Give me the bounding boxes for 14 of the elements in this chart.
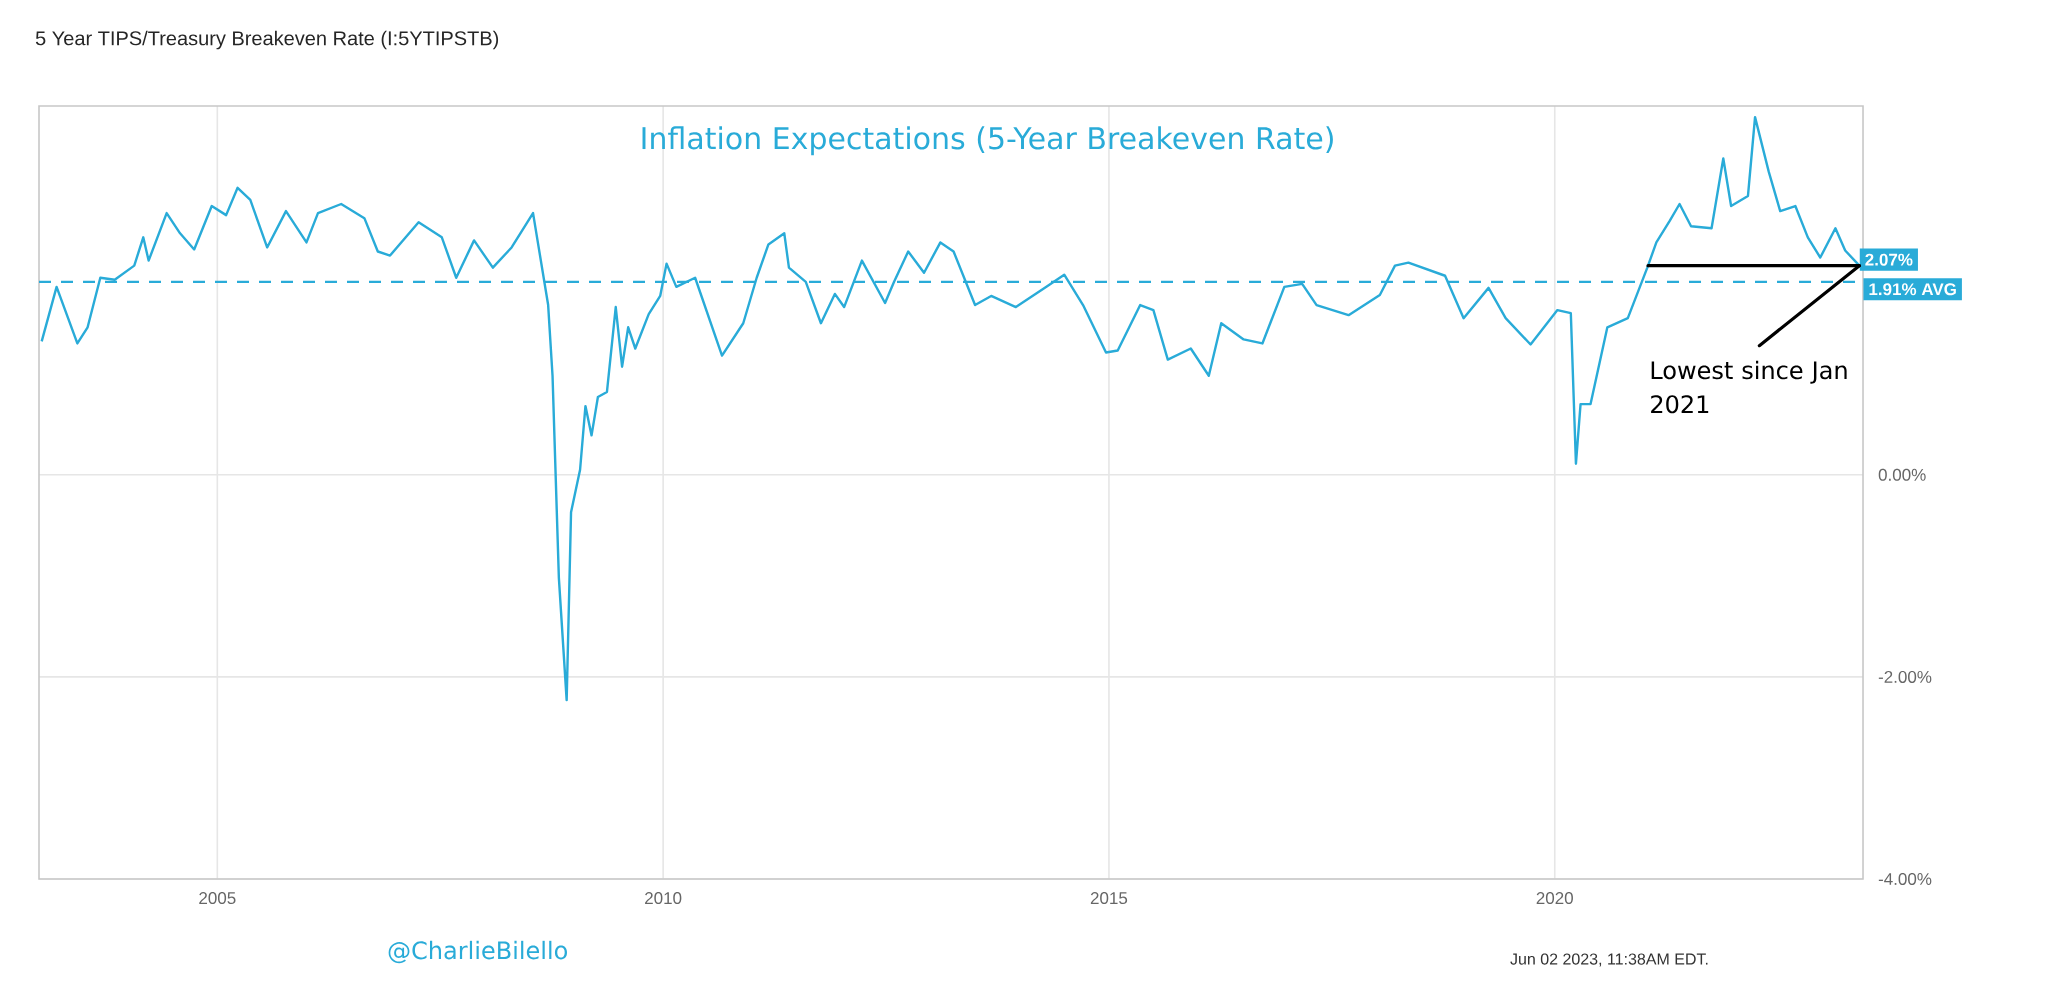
x-tick-label: 2010: [645, 892, 682, 905]
x-tick-label: 2005: [199, 892, 236, 905]
y-tick-label: 0.00%: [1878, 468, 1926, 481]
chart-title: 5 Year TIPS/Treasury Breakeven Rate (I:5YTIPSTB): [35, 30, 499, 50]
x-tick-label: 2020: [1536, 892, 1573, 905]
y-tick-label: -4.00%: [1878, 872, 1932, 886]
x-tick-label: 2015: [1090, 892, 1128, 905]
annotation: 2.07%: [1865, 253, 1913, 266]
text: Inflation Expectations (5-Year Breakeven Rate): [642, 126, 1333, 156]
text: Jun 02 2023, 11:38AM EDT.: [1510, 953, 1708, 967]
annotation: Lowest since Jan 2021: [1651, 360, 1847, 414]
y-tick-label: -2.00%: [1878, 670, 1932, 683]
text: @CharlieBilello: [388, 940, 567, 964]
ref-line-label: 1.91% AVG: [1869, 283, 1956, 296]
